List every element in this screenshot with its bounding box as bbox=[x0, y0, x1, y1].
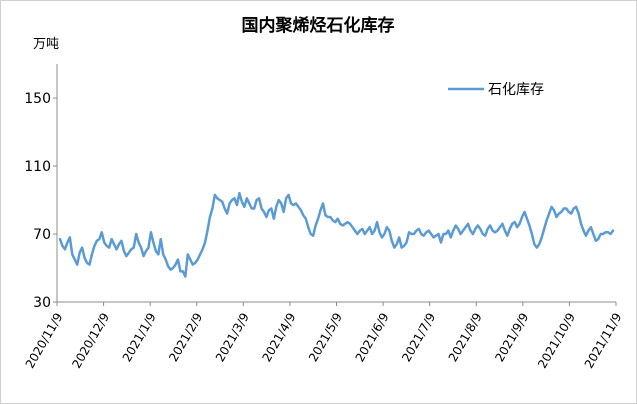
y-tick-labels: 30 70 110 150 bbox=[24, 91, 51, 311]
x-tick-labels: 2020/11/9 2020/12/9 2021/1/9 2021/2/9 2021/3… bbox=[23, 311, 625, 371]
y-axis-unit: 万吨 bbox=[33, 37, 59, 52]
y-tick-label: 70 bbox=[33, 227, 51, 243]
x-tick-label: 2021/6/9 bbox=[353, 311, 392, 365]
y-tick-label: 110 bbox=[24, 159, 51, 175]
legend: 石化库存 bbox=[448, 82, 544, 98]
x-tick-label: 2021/11/9 bbox=[582, 311, 625, 371]
x-tick-label: 2020/11/9 bbox=[23, 311, 66, 371]
x-tick-label: 2020/12/9 bbox=[69, 311, 112, 371]
y-tick-label: 30 bbox=[33, 295, 51, 311]
y-tick-label: 150 bbox=[24, 91, 51, 107]
x-tick-label: 2021/5/9 bbox=[306, 311, 345, 365]
x-tick-label: 2021/10/9 bbox=[535, 311, 578, 371]
x-tick-label: 2021/9/9 bbox=[492, 311, 531, 365]
x-tick-label: 2021/7/9 bbox=[399, 311, 438, 365]
x-tick-label: 2021/1/9 bbox=[120, 311, 159, 365]
series-layer bbox=[58, 191, 615, 278]
x-tick-label: 2021/2/9 bbox=[166, 311, 205, 365]
series-line-0 bbox=[58, 191, 615, 278]
axes bbox=[53, 64, 617, 306]
chart-title: 国内聚烯烃石化库存 bbox=[242, 15, 395, 36]
x-tick-label: 2021/8/9 bbox=[446, 311, 485, 365]
legend-label: 石化库存 bbox=[488, 82, 544, 98]
x-tick-label: 2021/4/9 bbox=[259, 311, 298, 365]
x-tick-label: 2021/3/9 bbox=[213, 311, 252, 365]
